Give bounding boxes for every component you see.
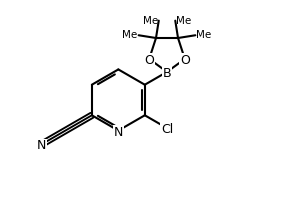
Text: Cl: Cl: [161, 123, 173, 136]
Text: O: O: [180, 54, 190, 67]
Text: O: O: [144, 54, 154, 67]
Text: N: N: [37, 139, 46, 152]
Text: N: N: [114, 126, 123, 139]
Text: Me: Me: [176, 16, 191, 26]
Text: Me: Me: [196, 30, 212, 40]
Text: Me: Me: [122, 30, 138, 40]
Text: Me: Me: [143, 16, 158, 26]
Text: B: B: [163, 67, 171, 80]
